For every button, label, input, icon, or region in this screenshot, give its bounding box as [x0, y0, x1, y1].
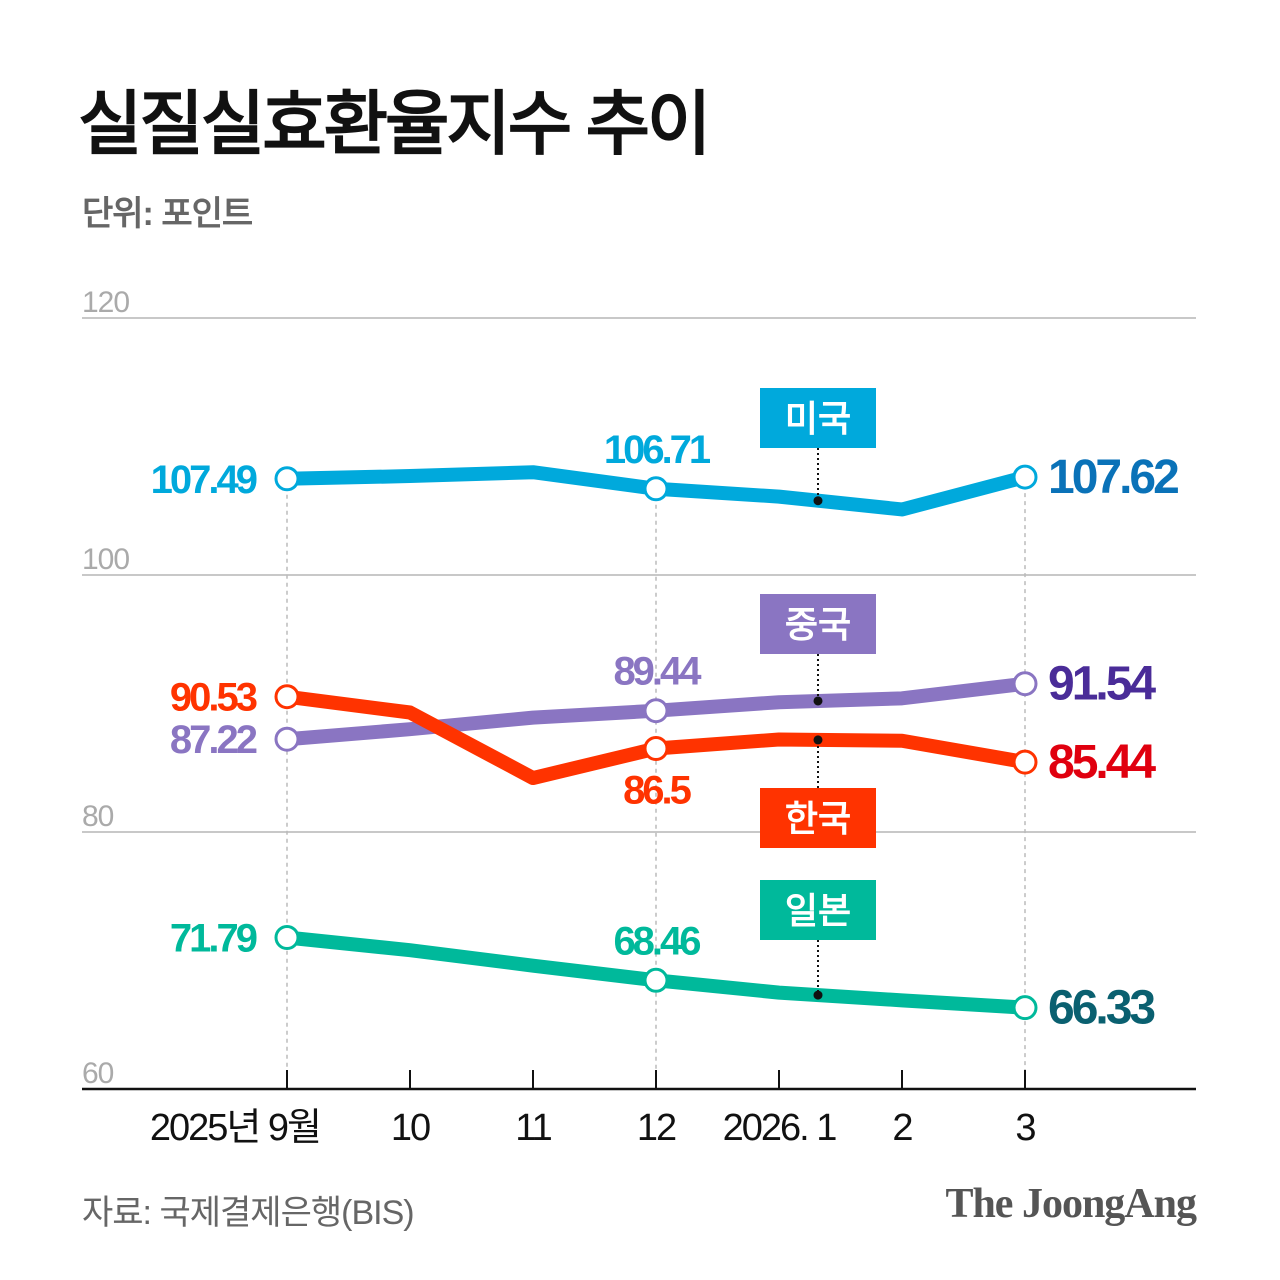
series-label: 한국	[785, 798, 851, 839]
data-label: 87.22	[170, 718, 257, 762]
x-tick-label: 12	[637, 1107, 676, 1149]
y-tick-label: 80	[82, 800, 114, 833]
x-tick-label: 11	[515, 1107, 551, 1149]
data-point	[1012, 749, 1038, 775]
series-label: 일본	[785, 890, 851, 931]
source-note: 자료: 국제결제은행(BIS)	[82, 1194, 415, 1232]
x-tick-label: 2025년 9월	[150, 1107, 320, 1149]
data-point	[1012, 464, 1038, 490]
x-tick-label: 2	[892, 1107, 912, 1149]
data-point	[274, 684, 300, 710]
data-label: 85.44	[1048, 736, 1156, 789]
data-label: 90.53	[170, 676, 257, 720]
unit-label: 단위: 포인트	[82, 195, 253, 233]
y-tick-label: 60	[82, 1057, 114, 1090]
x-tick-label: 10	[391, 1107, 430, 1149]
publisher-logo: The JoongAng	[945, 1181, 1197, 1227]
annotation-dot	[813, 990, 823, 1000]
data-point	[643, 735, 669, 761]
series-label-box	[760, 594, 876, 654]
series-label-box	[760, 788, 876, 848]
annotation-dot	[813, 735, 823, 745]
data-label: 71.79	[170, 916, 257, 960]
data-point	[643, 967, 669, 993]
y-tick-label: 120	[82, 286, 129, 319]
data-point	[274, 726, 300, 752]
data-label: 66.33	[1048, 982, 1154, 1035]
data-label: 68.46	[613, 919, 700, 963]
data-label: 107.49	[151, 458, 257, 502]
y-tick-label: 100	[82, 543, 129, 576]
data-label: 89.44	[613, 650, 702, 694]
data-point	[1012, 671, 1038, 697]
data-point	[1012, 995, 1038, 1021]
x-tick-label: 2026. 1	[723, 1107, 837, 1149]
annotation-dot	[813, 696, 823, 706]
series-label: 중국	[785, 604, 851, 645]
data-point	[274, 466, 300, 492]
series-label: 미국	[785, 398, 851, 439]
data-label: 91.54	[1048, 658, 1156, 711]
series-label-box	[760, 388, 876, 448]
chart-title: 실질실효환율지수 추이	[78, 85, 711, 163]
data-point	[643, 476, 669, 502]
x-tick-label: 3	[1015, 1107, 1035, 1149]
data-label: 86.5	[623, 768, 692, 812]
data-label: 107.62	[1048, 451, 1178, 504]
annotation-dot	[813, 496, 823, 506]
series-label-box	[760, 880, 876, 940]
data-label: 106.71	[604, 428, 711, 472]
data-point	[274, 924, 300, 950]
data-point	[643, 698, 669, 724]
